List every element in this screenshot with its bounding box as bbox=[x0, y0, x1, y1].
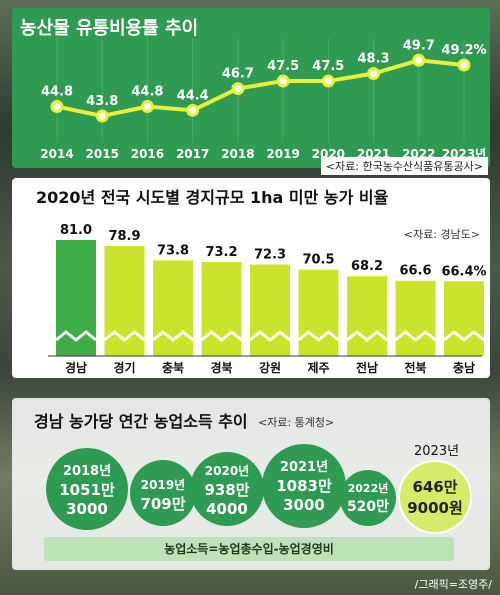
line-chart-title: 농산물 유통비용률 추이 bbox=[20, 18, 199, 39]
bar-break-mark bbox=[443, 330, 485, 342]
data-label: 44.4 bbox=[177, 88, 209, 103]
bubble-year: 2019년 bbox=[140, 478, 186, 492]
bubble-value-line2: 9000원 bbox=[407, 499, 463, 517]
x-tick-label: 경북 bbox=[210, 361, 232, 375]
bar-chart-title: 2020년 전국 시도별 경지규모 1ha 미만 농가 비율 bbox=[36, 188, 389, 207]
bar-value-label: 68.2 bbox=[351, 259, 383, 274]
bubble-value-line2: 3000 bbox=[66, 500, 108, 518]
data-label: 43.8 bbox=[86, 94, 118, 109]
data-point bbox=[321, 74, 335, 88]
x-tick-label: 2019 bbox=[266, 147, 299, 161]
bar-break-mark bbox=[249, 330, 291, 342]
bubble-year: 2018년 bbox=[62, 464, 112, 479]
data-label: 46.7 bbox=[222, 67, 254, 82]
data-point bbox=[95, 109, 109, 123]
bar bbox=[250, 264, 290, 356]
bar-break-mark bbox=[346, 330, 388, 342]
line-chart-panel: 농산물 유통비용률 추이 44.8 2014 43.8 2015 44.8 2016 44.… bbox=[12, 8, 490, 168]
x-tick-label: 2016 bbox=[131, 147, 164, 161]
bar-chart-panel: 2020년 전국 시도별 경지규모 1ha 미만 농가 비율 <자료: 경남도>… bbox=[12, 178, 490, 378]
x-tick-label: 2015 bbox=[86, 147, 119, 161]
bar-value-label: 70.5 bbox=[302, 253, 334, 268]
bubble-value-line1: 520만 bbox=[346, 499, 390, 515]
x-tick-label: 전남 bbox=[356, 360, 378, 375]
bar-chart: 81.0 경남 78.9 경기 73.8 충북 73.2 경북 72.3 강원 70.5 제주 68.2… bbox=[48, 223, 487, 375]
data-label: 47.5 bbox=[267, 59, 299, 74]
bubble-value-line2: 4000 bbox=[206, 500, 248, 518]
income-bubble-2023: 646만 9000원 bbox=[398, 460, 472, 534]
data-point bbox=[140, 100, 154, 114]
bar-value-label: 72.3 bbox=[254, 248, 286, 263]
data-point bbox=[186, 103, 200, 117]
x-tick-label: 경기 bbox=[113, 360, 135, 375]
bar-break-mark bbox=[103, 330, 146, 342]
bubble-value-line1: 646만 bbox=[412, 478, 458, 496]
bar-break-mark bbox=[200, 330, 243, 342]
bar-value-label: 81.0 bbox=[60, 223, 92, 238]
income-bubble: 2022년 520만 bbox=[340, 470, 396, 526]
income-bubble: 2018년 1051만 3000 bbox=[46, 448, 128, 530]
x-tick-label: 충남 bbox=[453, 360, 475, 375]
income-bubble: 2019년 709만 bbox=[130, 460, 196, 526]
bubble-value-line2: 3000 bbox=[283, 496, 325, 514]
x-tick-label: 2018 bbox=[221, 147, 254, 161]
bubble-value-line1: 938만 bbox=[204, 481, 250, 499]
x-tick-label: 충북 bbox=[162, 360, 184, 375]
data-point bbox=[50, 100, 64, 114]
x-tick-label: 전북 bbox=[404, 360, 426, 375]
bar bbox=[104, 245, 145, 356]
bubble-year: 2022년 bbox=[347, 482, 389, 495]
income-bubble: 2021년 1083만 3000 bbox=[262, 444, 346, 528]
bubble-value-line1: 1051만 bbox=[59, 481, 115, 499]
bar-value-label: 78.9 bbox=[108, 229, 140, 244]
data-point bbox=[457, 58, 471, 72]
bar bbox=[347, 276, 387, 356]
bubble-year-2023: 2023년 bbox=[414, 444, 460, 459]
income-source: <자료: 통계청> bbox=[258, 416, 335, 429]
bubble-value-line1: 709만 bbox=[140, 495, 186, 513]
data-label: 44.8 bbox=[41, 85, 73, 100]
bar bbox=[298, 269, 339, 356]
data-label: 44.8 bbox=[131, 85, 163, 100]
series-line bbox=[56, 58, 465, 119]
bar-value-label: 73.2 bbox=[205, 245, 237, 260]
data-point bbox=[231, 82, 245, 96]
x-tick-label: 2014 bbox=[40, 147, 73, 161]
line-chart: 44.8 2014 43.8 2015 44.8 2016 44.4 2017 46.7 2018… bbox=[40, 38, 487, 161]
bubble-year: 2021년 bbox=[279, 460, 329, 475]
bar-value-label: 73.8 bbox=[157, 243, 189, 258]
bar-break-mark bbox=[55, 330, 97, 342]
income-bubble: 2020년 938만 4000 bbox=[190, 452, 264, 526]
x-tick-label: 강원 bbox=[259, 361, 281, 375]
x-tick-label: 제주 bbox=[307, 361, 329, 375]
bar bbox=[56, 240, 96, 356]
bar-break-mark bbox=[394, 330, 437, 342]
bar-break-mark bbox=[152, 330, 194, 342]
bubble-year: 2020년 bbox=[204, 464, 250, 478]
bar-value-label: 66.4% bbox=[441, 264, 486, 279]
x-tick-label: 경남 bbox=[65, 360, 87, 375]
line-chart-source: <자료: 한국농수산식품유통공사> bbox=[320, 157, 488, 175]
data-label: 49.7 bbox=[403, 38, 435, 53]
income-title: 경남 농가당 연간 농업소득 추이 bbox=[34, 412, 248, 431]
bar-value-label: 66.6 bbox=[399, 264, 431, 279]
data-label: 49.2% bbox=[441, 43, 486, 58]
graphic-credit: /그래픽=조영주/ bbox=[414, 578, 492, 591]
bar-chart-source: <자료: 경남도> bbox=[403, 228, 480, 241]
data-label: 47.5 bbox=[312, 59, 344, 74]
data-point bbox=[276, 74, 290, 88]
data-point bbox=[367, 67, 381, 80]
bar bbox=[444, 281, 484, 356]
data-label: 48.3 bbox=[358, 52, 390, 67]
bar-break-mark bbox=[297, 330, 340, 342]
bubble-value-line1: 1083만 bbox=[276, 477, 332, 495]
bar bbox=[395, 280, 436, 356]
x-tick-label: 2017 bbox=[176, 147, 209, 161]
data-point bbox=[412, 53, 426, 67]
income-formula: 농업소득=농업총수입-농업경영비 bbox=[44, 537, 454, 561]
